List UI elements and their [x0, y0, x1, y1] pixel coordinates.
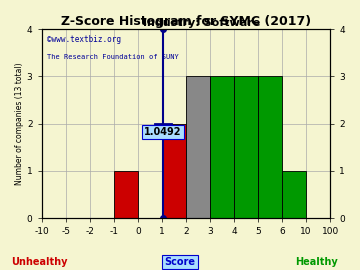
- Bar: [258, 76, 282, 218]
- Bar: [234, 76, 258, 218]
- Title: Z-Score Histogram for SYMC (2017): Z-Score Histogram for SYMC (2017): [61, 15, 311, 28]
- Bar: [114, 171, 138, 218]
- Text: 1.0492: 1.0492: [144, 127, 182, 137]
- Bar: [186, 76, 210, 218]
- Y-axis label: Number of companies (13 total): Number of companies (13 total): [15, 62, 24, 185]
- Text: The Research Foundation of SUNY: The Research Foundation of SUNY: [47, 54, 179, 60]
- Text: ©www.textbiz.org: ©www.textbiz.org: [47, 35, 121, 44]
- Text: Industry: Software: Industry: Software: [143, 18, 260, 28]
- Bar: [282, 171, 306, 218]
- Bar: [162, 124, 186, 218]
- Text: Unhealthy: Unhealthy: [12, 257, 68, 267]
- Bar: [210, 76, 234, 218]
- Text: Score: Score: [165, 257, 195, 267]
- Text: Healthy: Healthy: [296, 257, 338, 267]
